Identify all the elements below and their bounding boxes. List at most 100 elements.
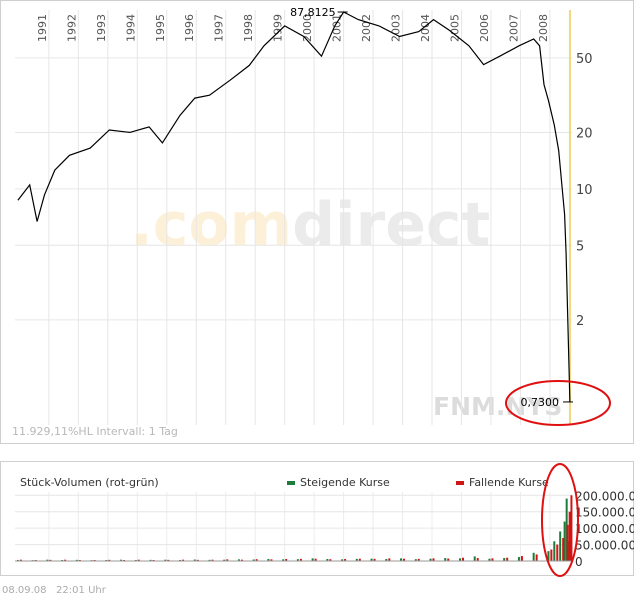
- y-tick-label: 200.000.0: [575, 489, 634, 503]
- legend-label: Steigende Kurse: [300, 476, 390, 489]
- volume-bar: [211, 559, 214, 561]
- volume-bar: [547, 551, 550, 561]
- info-text: 11.929,11%HL Intervall: 1 Tag: [12, 425, 178, 438]
- x-tick-label: 1998: [242, 14, 255, 42]
- volume-bar: [196, 559, 199, 561]
- volume-bar: [223, 559, 226, 561]
- x-tick-label: 1996: [183, 14, 196, 42]
- volume-bar: [556, 544, 559, 561]
- volume-bar: [403, 558, 406, 561]
- highlight-ellipse: [505, 380, 611, 426]
- volume-bar: [429, 558, 432, 561]
- volume-bar: [358, 558, 361, 561]
- volume-bar: [432, 558, 435, 561]
- volume-bar: [476, 558, 479, 561]
- volume-bar: [149, 559, 152, 561]
- volume-bar: [49, 559, 52, 561]
- volume-bar: [285, 559, 288, 561]
- x-tick-label: 2002: [360, 14, 373, 42]
- y-tick-label: 150.000.0: [575, 506, 634, 520]
- x-tick-label: 2005: [448, 14, 461, 42]
- x-tick-label: 1994: [124, 14, 137, 42]
- volume-bar: [373, 558, 376, 561]
- volume-bar: [267, 559, 270, 561]
- volume-bar: [517, 557, 520, 561]
- price-panel: [0, 0, 634, 444]
- x-tick-label: 2001: [331, 14, 344, 42]
- volume-bar: [550, 549, 553, 561]
- volume-bar: [226, 559, 229, 561]
- volume-panel: [0, 461, 634, 576]
- legend-swatch: [287, 481, 295, 485]
- volume-bar: [553, 541, 556, 561]
- legend-label: Fallende Kurse: [469, 476, 549, 489]
- volume-bar: [270, 559, 273, 561]
- x-tick-label: 1991: [36, 14, 49, 42]
- x-tick-label: 1993: [95, 14, 108, 42]
- volume-title: Stück-Volumen (rot-grün): [20, 476, 159, 489]
- y-tick-label: 20: [576, 126, 593, 141]
- x-tick-label: 2007: [507, 14, 520, 42]
- volume-bar: [19, 559, 22, 561]
- volume-bar: [237, 559, 240, 561]
- footer: 08.09.08 22:01 Uhr: [2, 585, 107, 596]
- volume-bar: [341, 559, 344, 561]
- volume-bar: [164, 559, 167, 561]
- y-tick-label: 50: [576, 52, 593, 67]
- price-line: [17, 11, 571, 403]
- volume-bar: [388, 558, 391, 561]
- volume-bar: [385, 559, 388, 561]
- y-tick-label: 5: [576, 239, 584, 254]
- volume-bar: [208, 559, 211, 561]
- symbol-watermark: FNM.NYS: [433, 392, 562, 421]
- volume-bar: [314, 558, 317, 561]
- volume-bar: [329, 559, 332, 561]
- x-tick-label: 2003: [390, 14, 403, 42]
- watermark: .comdirect: [130, 190, 490, 260]
- volume-bar: [75, 559, 78, 561]
- volume-bar: [311, 558, 314, 561]
- x-tick-label: 2000: [301, 14, 314, 42]
- volume-bar: [344, 559, 347, 561]
- volume-bar: [461, 557, 464, 561]
- volume-bar: [46, 559, 49, 561]
- x-tick-label: 1995: [154, 14, 167, 42]
- y-tick-label: 100.000.0: [575, 522, 634, 536]
- volume-bar: [532, 552, 535, 561]
- volume-bar: [503, 558, 506, 561]
- y-tick-label: 2: [576, 314, 584, 329]
- volume-bar: [182, 559, 185, 561]
- volume-bar: [400, 558, 403, 561]
- legend-swatch: [456, 481, 464, 485]
- y-tick-label: 10: [576, 183, 593, 198]
- max-label: 87,8125: [290, 6, 336, 19]
- volume-bar: [417, 558, 420, 561]
- watermark-direct: direct: [292, 190, 490, 260]
- volume-bar: [414, 559, 417, 561]
- y-tick-label: 0: [575, 555, 583, 569]
- volume-bar: [370, 558, 373, 561]
- volume-bar: [488, 558, 491, 561]
- volume-bar: [296, 559, 299, 561]
- y-tick-label: 50.000.00: [575, 539, 634, 553]
- x-tick-label: 2006: [478, 14, 491, 42]
- x-tick-label: 2004: [419, 14, 432, 42]
- volume-bar: [563, 521, 566, 561]
- volume-bar: [458, 558, 461, 561]
- volume-bar: [137, 559, 140, 561]
- volume-bar: [570, 495, 573, 561]
- volume-bar: [252, 559, 255, 561]
- volume-bar: [473, 556, 476, 561]
- volume-bar: [520, 556, 523, 561]
- x-tick-label: 1997: [213, 14, 226, 42]
- volume-bar: [535, 554, 538, 561]
- volume-bar: [559, 531, 562, 561]
- volume-bar: [562, 538, 565, 561]
- watermark-com: .com: [130, 190, 292, 260]
- volume-bar: [240, 559, 243, 561]
- volume-bar: [120, 559, 123, 561]
- last-label: 0,7300: [521, 396, 560, 409]
- volume-bar: [167, 559, 170, 561]
- volume-bar: [566, 524, 569, 561]
